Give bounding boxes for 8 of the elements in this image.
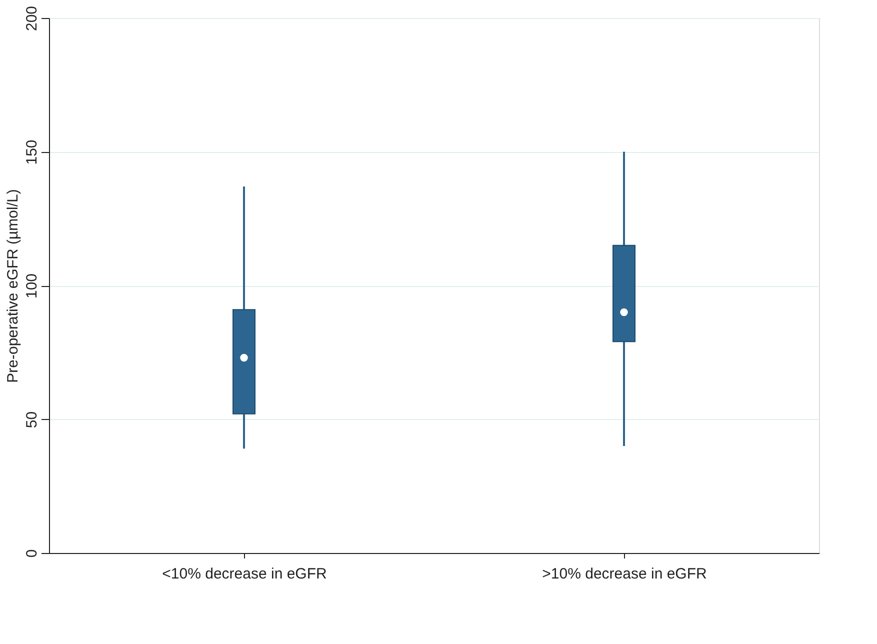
y-tick-label: 50: [24, 411, 40, 428]
y-tick-label: 150: [24, 140, 40, 165]
y-tick-label: 100: [24, 273, 40, 299]
y-tick-label: 0: [24, 549, 40, 558]
y-tick-label: 200: [24, 6, 40, 32]
x-tick-label: <10% decrease in eGFR: [162, 566, 327, 582]
x-tick-label: >10% decrease in eGFR: [542, 566, 707, 582]
y-axis-title: Pre-operative eGFR (µmol/L): [4, 189, 22, 383]
